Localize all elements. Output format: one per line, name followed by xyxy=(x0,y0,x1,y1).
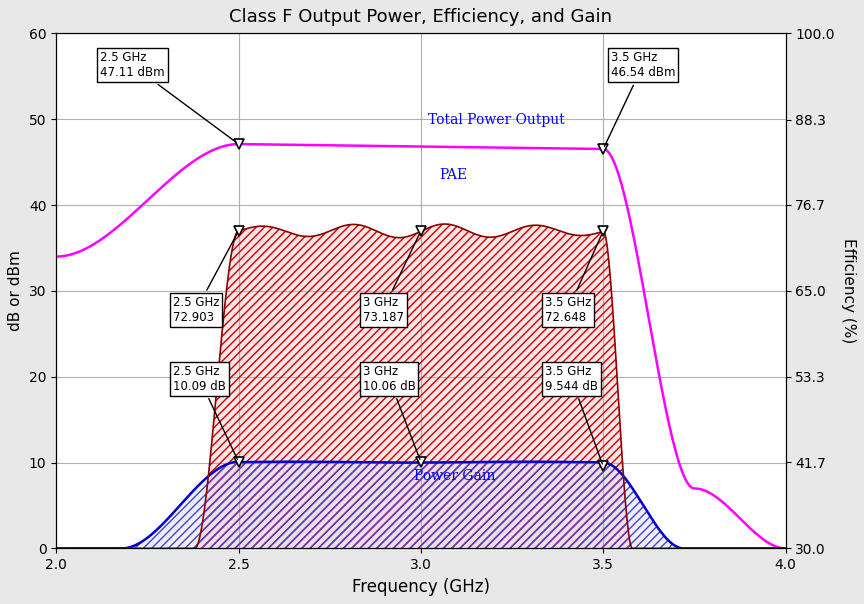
Title: Class F Output Power, Efficiency, and Gain: Class F Output Power, Efficiency, and Ga… xyxy=(230,8,613,27)
Text: 3.5 GHz
46.54 dBm: 3.5 GHz 46.54 dBm xyxy=(605,51,675,146)
X-axis label: Frequency (GHz): Frequency (GHz) xyxy=(352,577,490,596)
Text: Total Power Output: Total Power Output xyxy=(429,112,565,127)
Text: 3 GHz
10.06 dB: 3 GHz 10.06 dB xyxy=(363,365,420,460)
Text: 2.5 GHz
10.09 dB: 2.5 GHz 10.09 dB xyxy=(173,365,238,459)
Text: Power Gain: Power Gain xyxy=(414,469,495,483)
Text: 3.5 GHz
9.544 dB: 3.5 GHz 9.544 dB xyxy=(545,365,602,464)
Text: 2.5 GHz
47.11 dBm: 2.5 GHz 47.11 dBm xyxy=(100,51,237,143)
Y-axis label: dB or dBm: dB or dBm xyxy=(9,251,23,332)
Text: 3 GHz
73.187: 3 GHz 73.187 xyxy=(363,233,420,324)
Text: PAE: PAE xyxy=(439,169,467,182)
Text: 2.5 GHz
72.903: 2.5 GHz 72.903 xyxy=(173,233,238,324)
Y-axis label: Efficiency (%): Efficiency (%) xyxy=(841,239,855,344)
Text: 3.5 GHz
72.648: 3.5 GHz 72.648 xyxy=(545,233,602,324)
